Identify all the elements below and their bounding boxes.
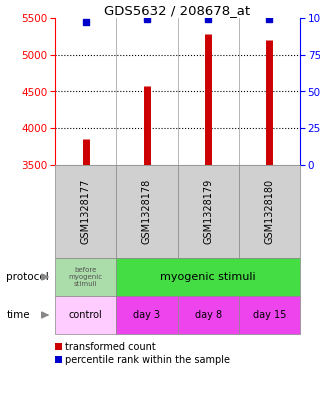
Text: control: control — [69, 310, 102, 320]
Text: time: time — [6, 310, 30, 320]
Text: GSM1328177: GSM1328177 — [81, 179, 91, 244]
Text: transformed count: transformed count — [65, 342, 156, 352]
Text: myogenic stimuli: myogenic stimuli — [160, 272, 256, 282]
Text: day 3: day 3 — [133, 310, 160, 320]
Text: GSM1328179: GSM1328179 — [203, 179, 213, 244]
Title: GDS5632 / 208678_at: GDS5632 / 208678_at — [104, 4, 251, 17]
Text: GSM1328180: GSM1328180 — [264, 179, 274, 244]
Text: before
myogenic
stimuli: before myogenic stimuli — [68, 267, 103, 287]
Text: protocol: protocol — [6, 272, 49, 282]
Text: GSM1328178: GSM1328178 — [142, 179, 152, 244]
Text: day 8: day 8 — [195, 310, 222, 320]
Text: day 15: day 15 — [253, 310, 286, 320]
Text: percentile rank within the sample: percentile rank within the sample — [65, 355, 230, 365]
